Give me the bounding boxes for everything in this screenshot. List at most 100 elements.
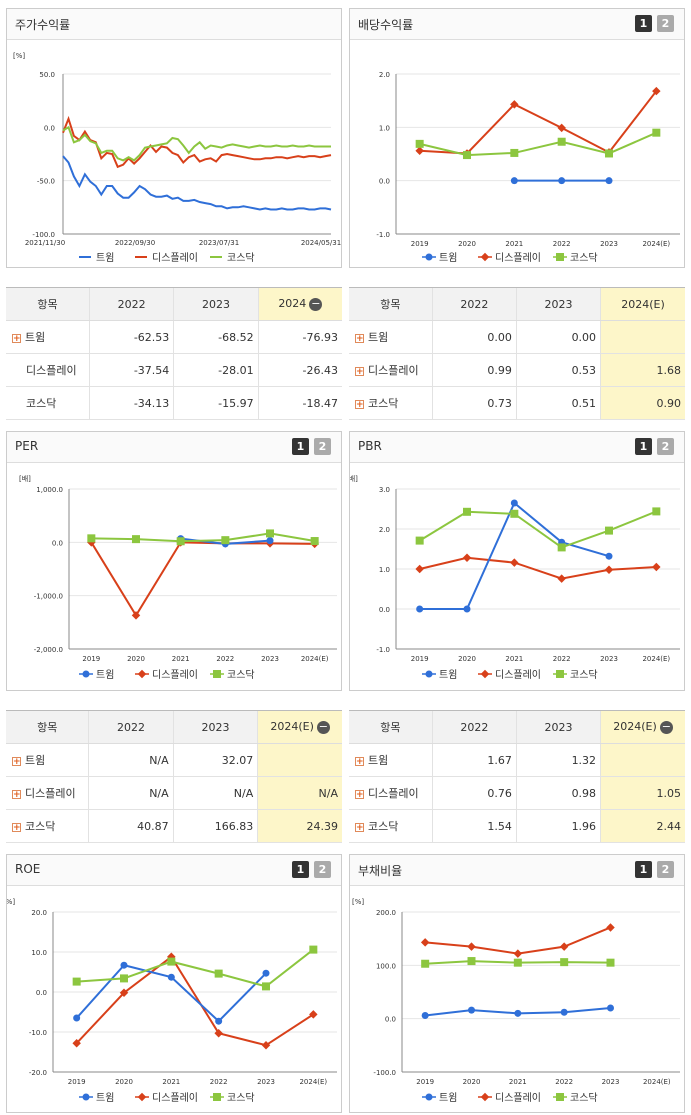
expand-plus-icon[interactable]: + <box>12 822 21 833</box>
row-label: 디스플레이 <box>25 787 76 800</box>
series-line <box>419 510 657 549</box>
row-label-cell: + 디스플레이 <box>6 776 89 810</box>
data-point-marker <box>72 977 81 986</box>
page-2-button[interactable]: 2 <box>657 15 674 32</box>
data-point-marker <box>310 537 319 546</box>
page-2-button[interactable]: 2 <box>314 861 331 878</box>
expand-plus-icon[interactable]: + <box>355 333 364 344</box>
expand-plus-icon[interactable]: + <box>355 756 364 767</box>
legend-label: 디스플레이 <box>152 669 198 681</box>
panel-header: 배당수익률 1 2 <box>350 9 684 40</box>
data-point-marker <box>421 1011 429 1019</box>
expand-plus-icon[interactable]: + <box>355 789 364 800</box>
expand-plus-icon[interactable]: + <box>355 366 364 377</box>
panel-title: 부채비율 <box>358 864 403 878</box>
column-header-label: 2023 <box>544 297 573 311</box>
table-cell <box>600 320 685 354</box>
y-tick-label: 100.0 <box>376 962 396 970</box>
page-2-button[interactable]: 2 <box>314 438 331 455</box>
legend-label: 트윔 <box>96 669 114 681</box>
column-header: 2022 <box>88 287 174 321</box>
expand-plus-icon[interactable]: + <box>355 822 364 833</box>
table-cell: 2.44 <box>600 809 685 843</box>
row-label-cell: + 코스닥 <box>349 809 433 843</box>
expand-plus-icon[interactable]: + <box>12 789 21 800</box>
data-point-marker <box>606 958 615 967</box>
pbr-panel: PBR 1 2 [배] 3.0 2.0 1.0 0.0 -1.0 2019 2020 2021 2… <box>349 431 685 691</box>
series-line <box>419 131 657 157</box>
series-line <box>90 541 315 618</box>
panel-title: 주가수익률 <box>15 18 71 32</box>
expand-plus-icon[interactable]: + <box>355 399 364 410</box>
page-1-button[interactable]: 1 <box>635 438 652 455</box>
panel-title: ROE <box>15 862 41 876</box>
column-header: 2023 <box>515 287 601 321</box>
column-header: 2024− <box>257 287 342 321</box>
page-2-button[interactable]: 2 <box>657 861 674 878</box>
page-1-button[interactable]: 1 <box>635 15 652 32</box>
column-header: 2023 <box>173 287 259 321</box>
data-point-marker <box>167 973 175 981</box>
data-point-marker <box>266 529 274 538</box>
page-1-button[interactable]: 1 <box>292 861 309 878</box>
table-cell: 1.96 <box>515 809 601 843</box>
data-point-marker <box>416 605 424 613</box>
data-point-marker <box>463 507 471 516</box>
y-tick-label: -1,000.0 <box>34 593 63 601</box>
table-cell: -76.93 <box>257 320 342 354</box>
page-1-button[interactable]: 1 <box>292 438 309 455</box>
column-header-label: 2024(E) <box>270 720 314 734</box>
axis-unit-label: [%] <box>13 52 25 60</box>
y-tick-label: -100.0 <box>373 1069 396 1077</box>
y-tick-label: 0.0 <box>52 539 63 547</box>
data-point-marker <box>510 509 519 518</box>
legend-label: 코스닥 <box>570 1092 598 1104</box>
legend-label: 코스닥 <box>227 1092 255 1104</box>
column-header: 2024(E) − <box>257 710 342 744</box>
series-line <box>75 955 314 1047</box>
table-row: + 코스닥 1.54 1.96 2.44 <box>349 809 685 843</box>
row-label-cell: + 코스닥 <box>349 386 433 420</box>
x-tick-label: 2021 <box>509 1078 527 1086</box>
collapse-icon[interactable]: − <box>309 296 323 311</box>
axis-unit-label: [배] <box>19 474 31 483</box>
stock-return-panel: 주가수익률 [%] 50.0 0.0 -50.0 -100.0 2021/11/30 202… <box>6 8 342 268</box>
panel-title: PER <box>15 439 39 453</box>
column-header: 2022 <box>431 710 517 744</box>
page-1-button[interactable]: 1 <box>635 861 652 878</box>
column-header-label: 2022 <box>460 720 489 734</box>
table-cell: N/A <box>88 743 174 777</box>
x-tick-label: 2021 <box>172 655 190 663</box>
panel-header: 주가수익률 <box>7 9 341 40</box>
column-header-label: 2022 <box>117 297 146 311</box>
data-point-marker <box>510 148 519 157</box>
series-line <box>419 501 610 610</box>
y-tick-label: 50.0 <box>39 71 55 79</box>
table-cell: 1.05 <box>600 776 685 810</box>
data-point-marker <box>87 534 96 543</box>
table-cell: 32.07 <box>172 743 258 777</box>
data-point-marker <box>605 149 613 158</box>
row-label-cell: + 트윔 <box>349 743 433 777</box>
panel-header: PER 1 2 <box>7 432 341 463</box>
column-header-label: 2024(E) <box>621 297 665 311</box>
table-cell: N/A <box>88 776 174 810</box>
series-line <box>419 90 658 155</box>
data-point-marker <box>425 1093 433 1101</box>
x-tick-label: 2019 <box>68 1078 86 1086</box>
y-tick-label: 0.0 <box>44 124 55 132</box>
data-point-marker <box>513 949 523 958</box>
expand-plus-icon[interactable]: + <box>12 756 21 767</box>
table-cell: 0.99 <box>431 353 517 387</box>
y-tick-label: 0.0 <box>36 989 47 997</box>
data-point-marker <box>510 499 518 507</box>
table-cell: -18.47 <box>257 386 342 420</box>
collapse-icon[interactable]: − <box>659 719 673 734</box>
row-label: 코스닥 <box>26 397 57 410</box>
table-cell: 40.87 <box>88 809 174 843</box>
column-header: 항목 <box>6 710 89 744</box>
expand-plus-icon[interactable]: + <box>12 333 21 344</box>
page-2-button[interactable]: 2 <box>657 438 674 455</box>
collapse-icon[interactable]: − <box>316 719 330 734</box>
